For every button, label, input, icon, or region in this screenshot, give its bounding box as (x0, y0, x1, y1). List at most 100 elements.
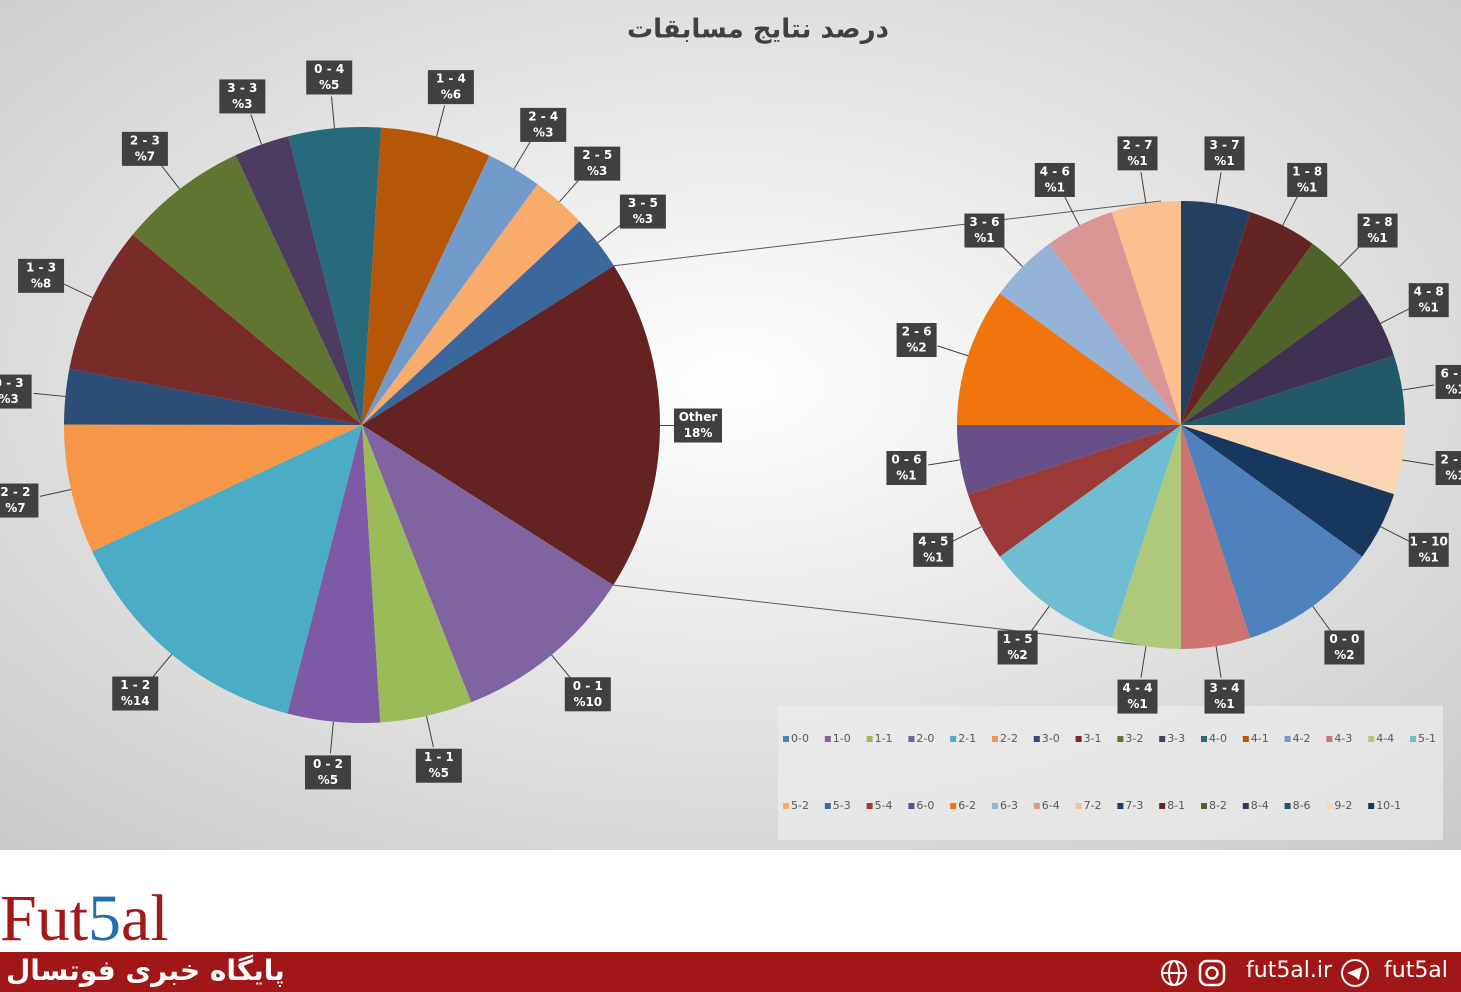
legend-label: 6-0 (916, 799, 934, 812)
leader-line (63, 283, 93, 299)
data-label-box (1357, 213, 1398, 248)
data-label-value: %14 (121, 694, 150, 708)
leader-line (513, 140, 531, 170)
data-label-name: 4 - 6 (1040, 164, 1070, 178)
leader-line (952, 526, 982, 542)
leader-line (937, 345, 969, 357)
legend-label: 3-3 (1167, 732, 1185, 745)
legend-label: 4-4 (1376, 732, 1394, 745)
footer: Fut5al پایگاه خبری فوتسال fut5al.ir fut5… (0, 850, 1461, 992)
data-label: 3 - 4 %1 (1204, 679, 1245, 714)
data-label-name: 2 - 3 (130, 133, 160, 147)
legend-swatch (950, 736, 957, 742)
data-label-box (574, 146, 621, 181)
data-label: 2 - 4 %3 (520, 107, 567, 142)
data-label: 4 - 8 %1 (1408, 283, 1449, 318)
data-label: 1 - 4 %6 (427, 70, 474, 105)
site-name: پایگاه خبری فوتسال (6, 954, 285, 987)
legend-label: 7-3 (1125, 799, 1143, 812)
data-label-box (520, 107, 567, 142)
pie-slice (957, 425, 1181, 495)
leader-line (250, 114, 263, 145)
pie-slice (287, 425, 381, 723)
data-label-value: %8 (31, 276, 51, 290)
data-label-value: %2 (1007, 648, 1027, 662)
data-label-name: 2 - 6 (902, 325, 932, 339)
legend-swatch (950, 803, 957, 809)
data-label-name: 2 - 7 (1122, 138, 1152, 152)
pie-slice (957, 293, 1181, 425)
legend-swatch (1159, 736, 1166, 742)
leader-line (1402, 459, 1434, 466)
data-label: 0 - 6 %1 (886, 451, 927, 486)
leader-line (1380, 308, 1410, 324)
legend-swatch (1242, 736, 1249, 742)
data-label: 3 - 3 %3 (219, 79, 266, 114)
legend-swatch (866, 736, 873, 742)
pie-slice (999, 425, 1181, 639)
data-label-value: %2 (1334, 648, 1354, 662)
leader-line (1215, 646, 1222, 678)
data-label-box (1117, 679, 1158, 714)
data-label: 1 - 10 %1 (1408, 532, 1449, 567)
data-label-value: %1 (1419, 550, 1439, 564)
leader-line (999, 243, 1023, 267)
legend-box (778, 706, 1443, 840)
data-label-box (18, 258, 65, 293)
leader-line (1064, 196, 1080, 226)
legend-label: 8-2 (1209, 799, 1227, 812)
data-label-value: %1 (1127, 154, 1147, 168)
data-label-value: %7 (135, 149, 155, 163)
pie-slice (69, 234, 362, 425)
legend-swatch (992, 736, 998, 742)
data-label-name: 1 - 1 (424, 750, 454, 764)
data-label-value: %5 (319, 78, 339, 92)
legend-label: 3-2 (1125, 732, 1143, 745)
data-label: 1 - 1 %5 (415, 748, 462, 783)
data-label: 0 - 0 %2 (1324, 630, 1365, 665)
data-label-box (0, 483, 39, 518)
data-label-box (1034, 162, 1075, 197)
leader-line (1312, 605, 1332, 633)
data-label-box (913, 532, 954, 567)
data-label: 4 - 4 %1 (1117, 679, 1158, 714)
leader-line (1282, 196, 1298, 226)
legend-label: 4-3 (1334, 732, 1352, 745)
pie-slice (362, 425, 614, 703)
data-label: 2 - 5 %3 (574, 146, 621, 181)
data-label-name: 1 - 5 (1003, 632, 1033, 646)
data-label: 3 - 6 %1 (964, 213, 1005, 248)
legend-label: 9-2 (1334, 799, 1352, 812)
legend-label: 5-4 (875, 799, 893, 812)
data-label-name: 3 - 5 (628, 196, 658, 210)
data-label-name: 4 - 4 (1122, 681, 1152, 695)
data-label-name: 1 - 3 (26, 260, 56, 274)
legend-swatch (824, 736, 831, 742)
legend-swatch (1201, 803, 1207, 809)
data-label-value: %7 (5, 501, 25, 515)
data-label-name: 0 - 3 (0, 376, 24, 390)
pie-slice (1181, 243, 1363, 425)
leader-line (597, 222, 624, 244)
data-label-box (121, 131, 168, 166)
legend-label: 6-3 (1000, 799, 1018, 812)
data-label-name: 6 - 8 (1441, 366, 1461, 380)
data-label-name: 0 - 1 (573, 679, 603, 693)
data-label-box (1408, 283, 1449, 318)
data-label-value: %10 (573, 695, 602, 709)
leader-line (551, 654, 573, 680)
data-label-name: 2 - 9 (1441, 453, 1461, 467)
legend-swatch (908, 736, 915, 742)
data-label-box (1435, 451, 1461, 486)
logo-part: Fut (0, 882, 89, 955)
data-label-name: 0 - 2 (313, 757, 343, 771)
data-label-box (1287, 162, 1328, 197)
pie-slice (288, 127, 382, 425)
connector-line (613, 200, 1162, 267)
legend-label: 4-2 (1293, 732, 1311, 745)
legend-swatch (866, 803, 873, 809)
data-label-value: %5 (318, 773, 338, 787)
telegram-icon (1341, 959, 1369, 987)
data-label: 0 - 3 %3 (0, 374, 32, 409)
